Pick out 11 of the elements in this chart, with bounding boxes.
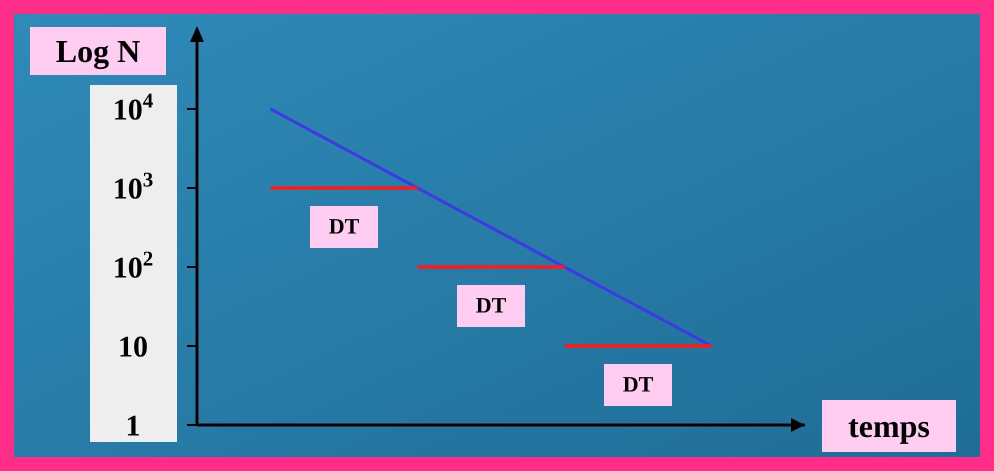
y-tick-label: 10 [118,330,148,364]
y-tick-label: 10$^{3}$ [112,168,154,206]
annotation: DT [328,214,360,239]
y-axis-title: Log N [56,33,140,70]
annotation: DT [622,372,654,397]
y-tick-label: 10$^{4}$ [112,88,154,126]
y-tick-label: 10$^{2}$ [112,246,154,284]
annotation: DT [476,292,507,318]
y-tick-label: 1 [126,410,140,442]
x-axis-title: temps [848,408,930,444]
line-series [269,108,713,348]
